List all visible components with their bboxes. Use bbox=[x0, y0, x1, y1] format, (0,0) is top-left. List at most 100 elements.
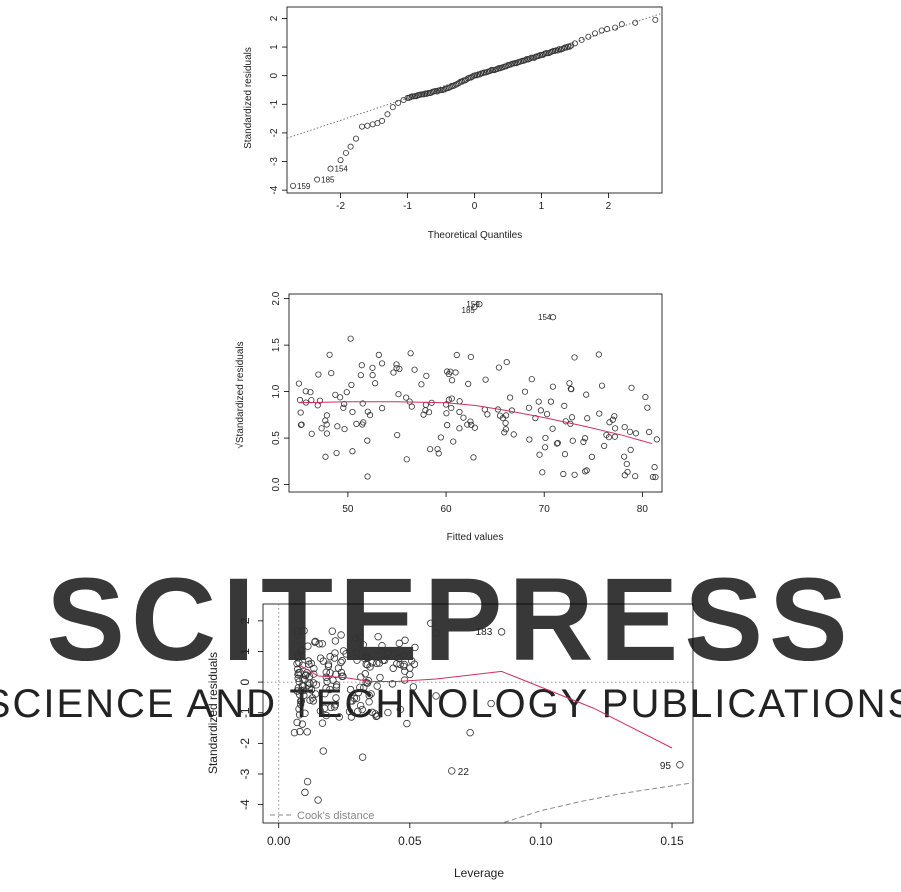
scale-location-point bbox=[595, 351, 602, 358]
scale-location-point bbox=[403, 456, 410, 463]
scale-location-point bbox=[580, 438, 587, 445]
scale-location-point bbox=[378, 360, 386, 367]
qq-reference-line bbox=[286, 12, 663, 139]
leverage-point bbox=[367, 690, 375, 698]
scale-location-xlabel: Fitted values bbox=[447, 532, 504, 543]
scale-location-point-label: 154 bbox=[538, 313, 552, 322]
scale-location-point bbox=[611, 433, 618, 440]
leverage-point bbox=[324, 660, 333, 669]
scale-location-xtick-label: 70 bbox=[539, 504, 551, 515]
leverage-point bbox=[360, 683, 368, 692]
qq-point bbox=[632, 19, 639, 26]
scale-location-point bbox=[621, 472, 628, 479]
scale-location-point bbox=[471, 303, 478, 311]
scale-location-point bbox=[528, 376, 535, 383]
scale-location-point bbox=[571, 354, 578, 361]
scale-location-frame bbox=[288, 293, 663, 493]
scale-location-xtick-label: 60 bbox=[440, 504, 452, 515]
scale-location-point bbox=[448, 404, 455, 412]
leverage-point bbox=[322, 673, 331, 681]
scale-location-point bbox=[521, 388, 529, 395]
scale-location-point bbox=[628, 384, 635, 391]
scale-location-point bbox=[632, 473, 639, 480]
scale-location-point bbox=[390, 369, 397, 376]
leverage-point bbox=[331, 649, 339, 657]
leverage-point bbox=[327, 703, 335, 712]
scale-location-point bbox=[596, 410, 603, 417]
scale-location-point bbox=[543, 411, 551, 418]
scale-location-point bbox=[315, 371, 322, 378]
leverage-xtick-label: 0.15 bbox=[660, 834, 684, 848]
watermark: SCITEPRESS SCIENCE AND TECHNOLOGY PUBLIC… bbox=[0, 554, 901, 726]
scale-location-point bbox=[423, 372, 430, 379]
scale-location-point bbox=[375, 351, 382, 358]
scale-location-point bbox=[379, 405, 386, 412]
scale-location-point bbox=[503, 359, 510, 366]
scale-location-point bbox=[582, 468, 589, 475]
scale-location-point bbox=[349, 448, 356, 455]
scale-location-point bbox=[549, 314, 557, 321]
leverage-point bbox=[332, 670, 340, 679]
leverage-point bbox=[359, 641, 367, 649]
qq-point bbox=[347, 143, 354, 150]
leverage-point bbox=[296, 700, 305, 709]
leverage-point bbox=[290, 728, 299, 737]
scale-location-point bbox=[536, 451, 543, 458]
qq-point bbox=[535, 53, 542, 60]
qq-xtick-label: 0 bbox=[472, 201, 478, 212]
scale-location-point bbox=[583, 467, 590, 474]
leverage-point bbox=[373, 682, 381, 690]
leverage-point bbox=[676, 761, 684, 769]
qq-point bbox=[522, 57, 529, 64]
leverage-point bbox=[356, 683, 364, 692]
leverage-point bbox=[466, 728, 474, 737]
watermark-small: SCIENCE AND TECHNOLOGY PUBLICATIONS bbox=[0, 682, 901, 726]
leverage-point bbox=[373, 659, 381, 668]
scale-location-point bbox=[332, 391, 339, 398]
qq-ytick-label: -3 bbox=[269, 157, 280, 166]
scale-location-point bbox=[598, 382, 606, 389]
leverage-point bbox=[303, 777, 312, 786]
scale-location-point bbox=[364, 437, 371, 444]
leverage-point bbox=[400, 676, 409, 684]
scale-location-point bbox=[394, 431, 401, 439]
leverage-ylabel: Standardized residuals bbox=[206, 652, 220, 774]
leverage-point bbox=[352, 648, 361, 657]
leverage-point bbox=[332, 683, 341, 691]
scale-location-point bbox=[621, 423, 628, 431]
scale-location-point bbox=[571, 471, 578, 478]
leverage-point bbox=[295, 705, 303, 713]
leverage-point bbox=[297, 687, 305, 695]
qq-point bbox=[571, 40, 578, 47]
cooks-distance-legend: Cook's distance bbox=[297, 810, 374, 822]
leverage-point bbox=[321, 689, 329, 698]
scale-location-point bbox=[353, 420, 360, 427]
scale-location-ytick-label: 0.0 bbox=[271, 477, 282, 491]
scale-location-point bbox=[568, 386, 575, 393]
qq-ytick-label: -1 bbox=[269, 99, 280, 108]
scale-location-point bbox=[561, 402, 568, 409]
leverage-point bbox=[293, 718, 301, 727]
leverage-point bbox=[318, 640, 326, 648]
leverage-point bbox=[432, 629, 440, 637]
scale-location-point bbox=[627, 446, 634, 453]
scale-location-point bbox=[403, 394, 410, 401]
scale-location-point bbox=[468, 421, 475, 428]
qq-point bbox=[568, 42, 575, 49]
scale-location-point bbox=[537, 407, 544, 414]
scale-location-point bbox=[651, 464, 658, 471]
leverage-point bbox=[295, 711, 304, 719]
scale-location-point bbox=[326, 351, 333, 358]
leverage-point bbox=[316, 707, 325, 715]
leverage-point bbox=[303, 728, 311, 736]
leverage-point bbox=[401, 636, 409, 644]
scale-location-point bbox=[349, 408, 356, 416]
scale-location-point bbox=[601, 442, 608, 449]
leverage-point bbox=[326, 685, 334, 694]
scale-location-point bbox=[508, 407, 515, 414]
leverage-point bbox=[407, 657, 416, 665]
qq-point bbox=[384, 111, 391, 118]
scale-location-point bbox=[456, 425, 463, 432]
